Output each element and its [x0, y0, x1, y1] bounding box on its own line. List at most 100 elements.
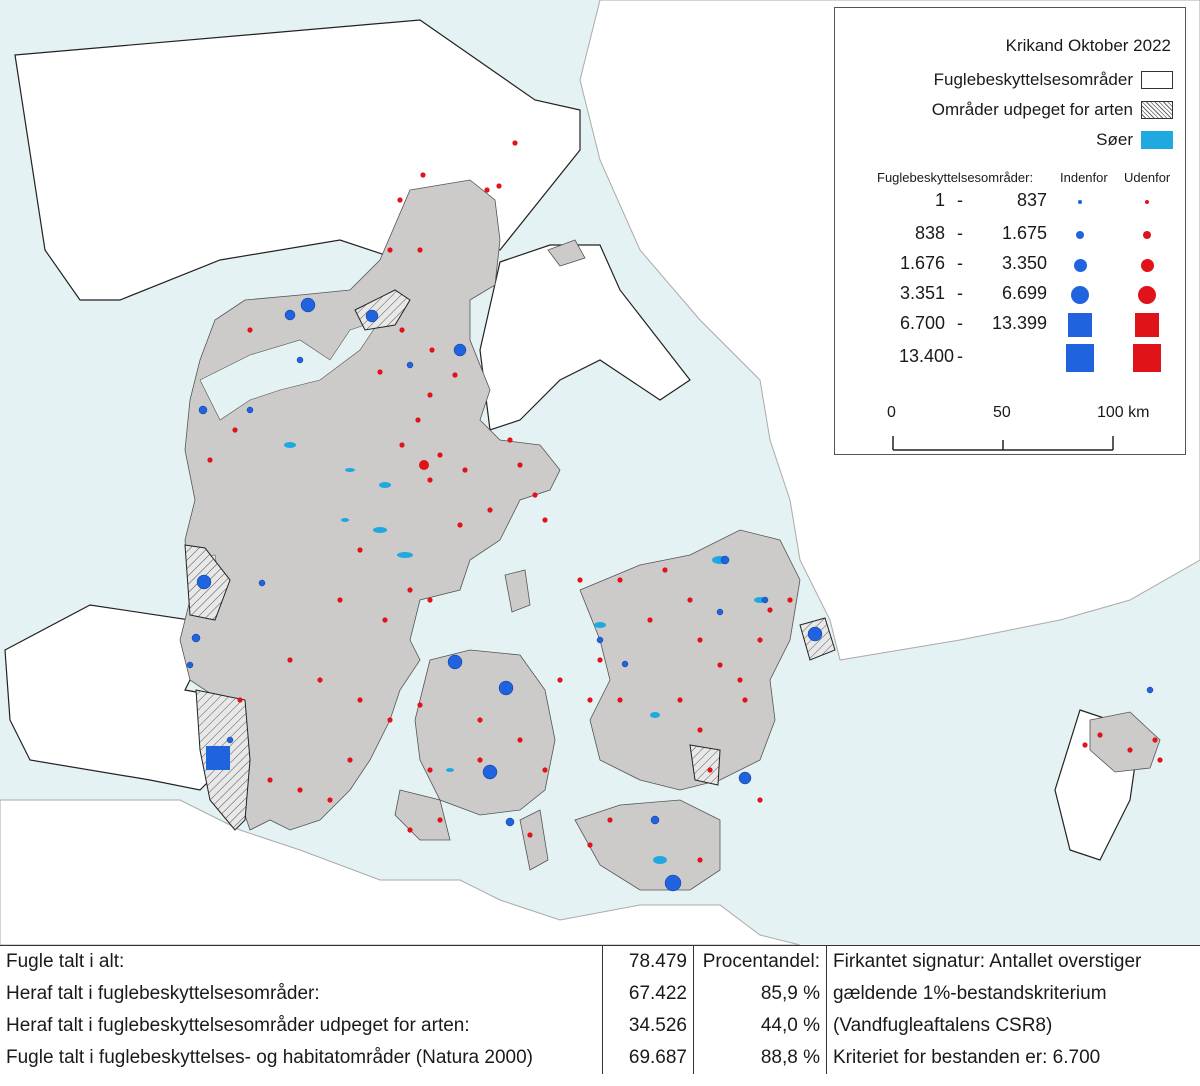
- size-class-high: 1.675: [975, 223, 1047, 244]
- size-header-outside: Udenfor: [1124, 170, 1170, 185]
- size-symbol-outside: [1143, 231, 1151, 239]
- inside-marker: [247, 407, 253, 413]
- outside-marker: [677, 697, 682, 702]
- outside-marker: [697, 857, 702, 862]
- outside-marker: [527, 832, 532, 837]
- outside-marker: [237, 697, 242, 702]
- outside-marker: [577, 577, 582, 582]
- size-symbol-inside: [1074, 259, 1087, 272]
- legend-item-label: Områder udpeget for arten: [932, 100, 1133, 120]
- outside-marker: [477, 717, 482, 722]
- inside-marker: [454, 344, 466, 356]
- outside-marker: [1127, 747, 1132, 752]
- legend-item-label: Søer: [1096, 130, 1133, 150]
- legend-item-lakes: Søer: [1096, 130, 1173, 150]
- outside-marker: [387, 247, 392, 252]
- inside-marker: [301, 298, 315, 312]
- outside-marker: [707, 767, 712, 772]
- inside-marker: [483, 765, 497, 779]
- inside-marker: [1147, 687, 1153, 693]
- outside-marker: [427, 477, 432, 482]
- inside-marker: [622, 661, 628, 667]
- stats-percent: 85,9 %: [694, 978, 827, 1010]
- scale-tick-0: 0: [887, 404, 896, 422]
- size-symbol-inside: [1078, 200, 1082, 204]
- outside-marker: [407, 827, 412, 832]
- outside-marker: [457, 522, 462, 527]
- size-header-label: Fuglebeskyttelsesområder:: [877, 170, 1033, 185]
- white-box-icon: [1141, 71, 1173, 89]
- outside-marker: [382, 617, 387, 622]
- stats-label: Heraf talt i fuglebeskyttelsesområder:: [0, 978, 603, 1010]
- outside-marker: [427, 392, 432, 397]
- outside-marker: [429, 347, 434, 352]
- outside-marker: [427, 767, 432, 772]
- stats-row: Heraf talt i fuglebeskyttelsesområder:67…: [0, 978, 1200, 1010]
- stats-label: Heraf talt i fuglebeskyttelsesområder ud…: [0, 1010, 603, 1042]
- size-header-inside: Indenfor: [1060, 170, 1108, 185]
- size-class-high: 13.399: [975, 313, 1047, 334]
- inside-marker: [739, 772, 751, 784]
- outside-marker: [617, 697, 622, 702]
- stats-note: gældende 1%-bestandskriterium: [827, 978, 1200, 1010]
- outside-marker: [337, 597, 342, 602]
- outside-marker: [542, 517, 547, 522]
- legend-item-designated-areas: Områder udpeget for arten: [932, 100, 1173, 120]
- outside-marker: [462, 467, 467, 472]
- outside-marker: [557, 677, 562, 682]
- outside-marker: [399, 442, 404, 447]
- size-class-high: 837: [975, 190, 1047, 211]
- inside-marker: [297, 357, 303, 363]
- inside-marker: [227, 737, 233, 743]
- size-class-low: 1.676: [899, 253, 945, 274]
- outside-marker: [597, 657, 602, 662]
- scale-bar: [891, 432, 1121, 454]
- outside-marker: [587, 842, 592, 847]
- hatched-box-icon: [1141, 101, 1173, 119]
- outside-marker: [347, 757, 352, 762]
- lake-box-icon: [1141, 131, 1173, 149]
- inside-marker: [199, 406, 207, 414]
- size-symbol-outside: [1135, 313, 1159, 337]
- inside-marker: [597, 637, 603, 643]
- outside-marker: [232, 427, 237, 432]
- stats-value: 67.422: [603, 978, 694, 1010]
- legend-panel: Krikand Oktober 2022 Fuglebeskyttelsesom…: [834, 7, 1186, 455]
- outside-marker: [427, 597, 432, 602]
- inside-marker: [717, 609, 723, 615]
- outside-marker: [737, 677, 742, 682]
- inside-marker: [407, 362, 413, 368]
- inside-marker: [285, 310, 295, 320]
- stats-note: Kriteriet for bestanden er: 6.700: [827, 1042, 1200, 1074]
- stats-note: (Vandfugleaftalens CSR8): [827, 1010, 1200, 1042]
- size-class-low: 3.351: [899, 283, 945, 304]
- outside-marker: [757, 637, 762, 642]
- outside-marker: [512, 140, 517, 145]
- outside-marker: [1152, 737, 1157, 742]
- inside-marker: [499, 681, 513, 695]
- outside-marker: [437, 817, 442, 822]
- outside-marker: [297, 787, 302, 792]
- size-class-dash: -: [957, 283, 963, 304]
- size-symbol-outside: [1141, 259, 1154, 272]
- outside-marker: [607, 817, 612, 822]
- inside-marker: [259, 580, 265, 586]
- size-class-dash: -: [957, 346, 963, 367]
- outside-marker: [484, 187, 489, 192]
- size-symbol-outside: [1138, 286, 1156, 304]
- stats-value: 78.479: [603, 946, 694, 978]
- legend-title: Krikand Oktober 2022: [1006, 36, 1171, 56]
- outside-marker: [1157, 757, 1162, 762]
- outside-marker: [1082, 742, 1087, 747]
- size-class-low: 6.700: [899, 313, 945, 334]
- outside-marker: [399, 327, 404, 332]
- legend-item-label: Fuglebeskyttelsesområder: [934, 70, 1133, 90]
- stats-value: 34.526: [603, 1010, 694, 1042]
- stats-note: Firkantet signatur: Antallet overstiger: [827, 946, 1200, 978]
- outside-marker: [617, 577, 622, 582]
- size-class-dash: -: [957, 313, 963, 334]
- inside-marker: [808, 627, 822, 641]
- outside-marker: [697, 727, 702, 732]
- outside-marker: [787, 597, 792, 602]
- outside-marker: [532, 492, 537, 497]
